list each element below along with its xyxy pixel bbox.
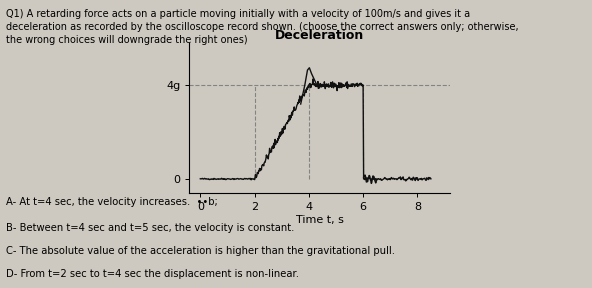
Text: C- The absolute value of the acceleration is higher than the gravitational pull.: C- The absolute value of the acceleratio… xyxy=(6,246,395,256)
Text: D- From t=2 sec to t=4 sec the displacement is non-linear.: D- From t=2 sec to t=4 sec the displacem… xyxy=(6,269,299,279)
Text: A- At t=4 sec, the velocity increases.  ••b;: A- At t=4 sec, the velocity increases. •… xyxy=(6,197,218,207)
X-axis label: Time t, s: Time t, s xyxy=(296,215,343,225)
Text: Q1) A retarding force acts on a particle moving initially with a velocity of 100: Q1) A retarding force acts on a particle… xyxy=(6,9,519,45)
Text: B- Between t=4 sec and t=5 sec, the velocity is constant.: B- Between t=4 sec and t=5 sec, the velo… xyxy=(6,223,294,233)
Title: Deceleration: Deceleration xyxy=(275,29,364,42)
